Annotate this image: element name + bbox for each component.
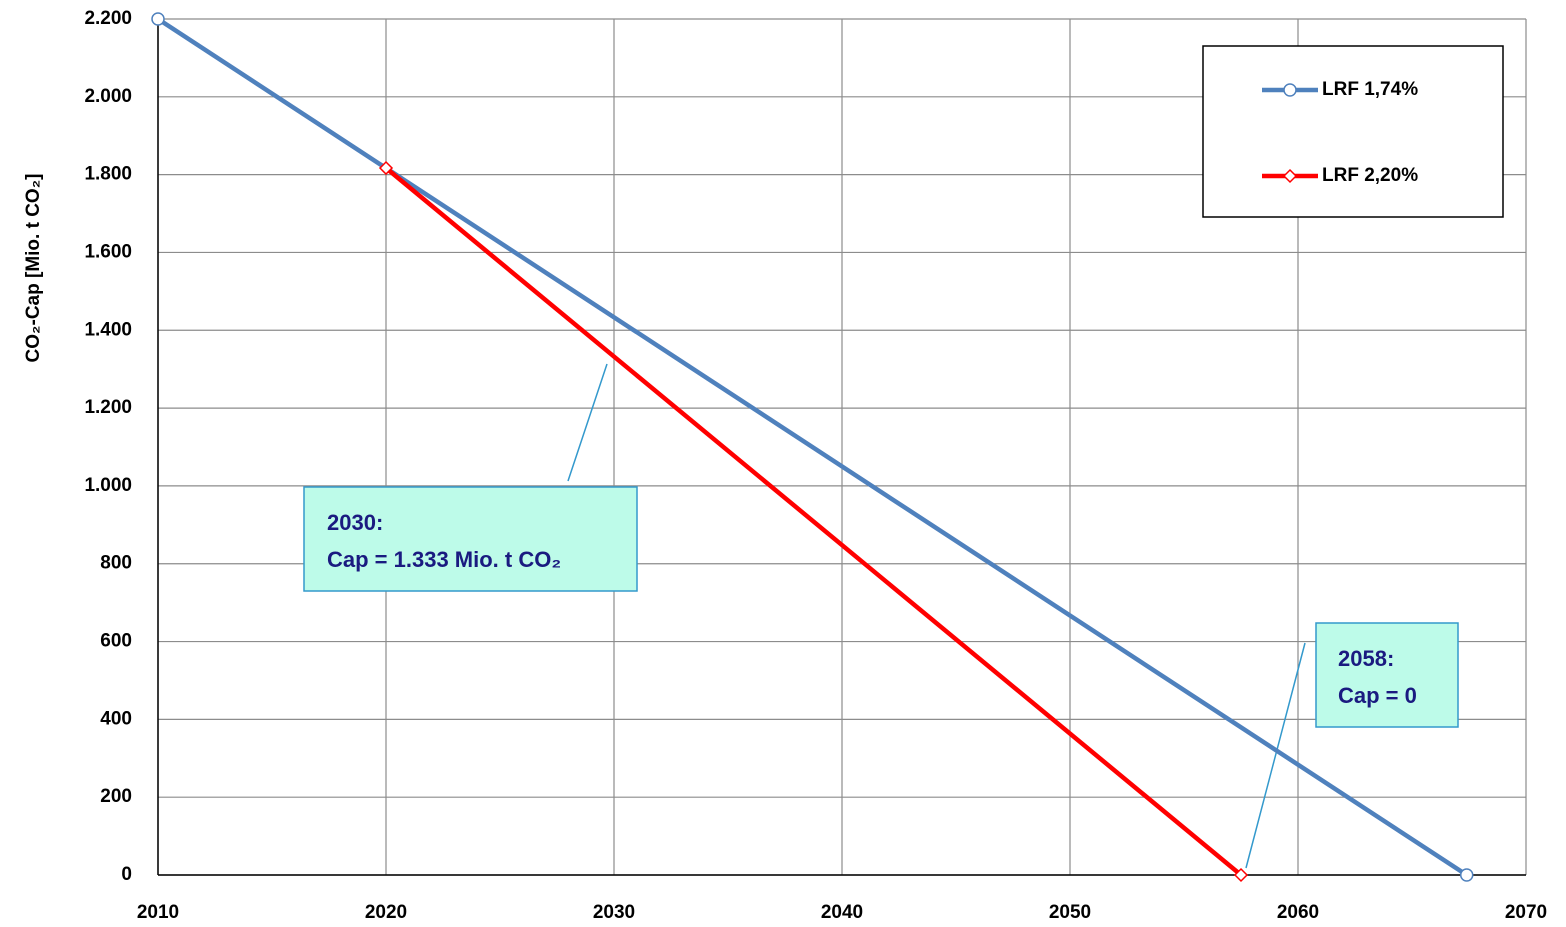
y-tick-label: 200	[100, 786, 132, 807]
legend-label: LRF 2,20%	[1322, 165, 1418, 186]
y-tick-label: 1.000	[84, 475, 132, 496]
y-tick-label: 1.400	[84, 319, 132, 340]
series-line	[156, 17, 1468, 877]
legend-label: LRF 1,74%	[1322, 79, 1418, 100]
y-tick-label: 400	[100, 708, 132, 729]
leader-line	[1245, 642, 1306, 869]
x-tick-label: 2040	[821, 902, 863, 923]
annotation-box	[303, 486, 638, 592]
legend-box	[1202, 45, 1504, 218]
point	[1233, 867, 1249, 883]
annotation-text: 2058:	[1338, 646, 1394, 671]
point	[378, 160, 394, 176]
x-tick-label: 2060	[1277, 902, 1319, 923]
y-tick-label: 2.200	[84, 8, 132, 29]
annotation-text: Cap = 1.333 Mio. t CO₂	[327, 547, 561, 572]
annotation-box	[1315, 622, 1459, 728]
point	[1282, 168, 1298, 184]
x-tick-label: 2020	[365, 902, 407, 923]
y-tick-label: 800	[100, 553, 132, 574]
y-axis-label: CO₂-Cap [Mio. t CO₂]	[23, 174, 44, 363]
y-tick-label: 2.000	[84, 86, 132, 107]
x-tick-label: 2050	[1049, 902, 1091, 923]
leader-line	[567, 363, 608, 482]
annotation-text: 2030:	[327, 510, 383, 535]
y-tick-label: 1.600	[84, 241, 132, 262]
point	[1459, 868, 1474, 882]
y-tick-label: 0	[121, 864, 132, 885]
annotation-text: Cap = 0	[1338, 683, 1417, 708]
point	[1283, 83, 1297, 97]
y-tick-label: 1.800	[84, 164, 132, 185]
point	[151, 12, 165, 26]
x-tick-label: 2010	[137, 902, 179, 923]
x-tick-label: 2030	[593, 902, 635, 923]
x-tick-label: 2070	[1505, 902, 1547, 923]
series-line	[384, 166, 1243, 877]
y-tick-label: 1.200	[84, 397, 132, 418]
y-tick-label: 600	[100, 631, 132, 652]
